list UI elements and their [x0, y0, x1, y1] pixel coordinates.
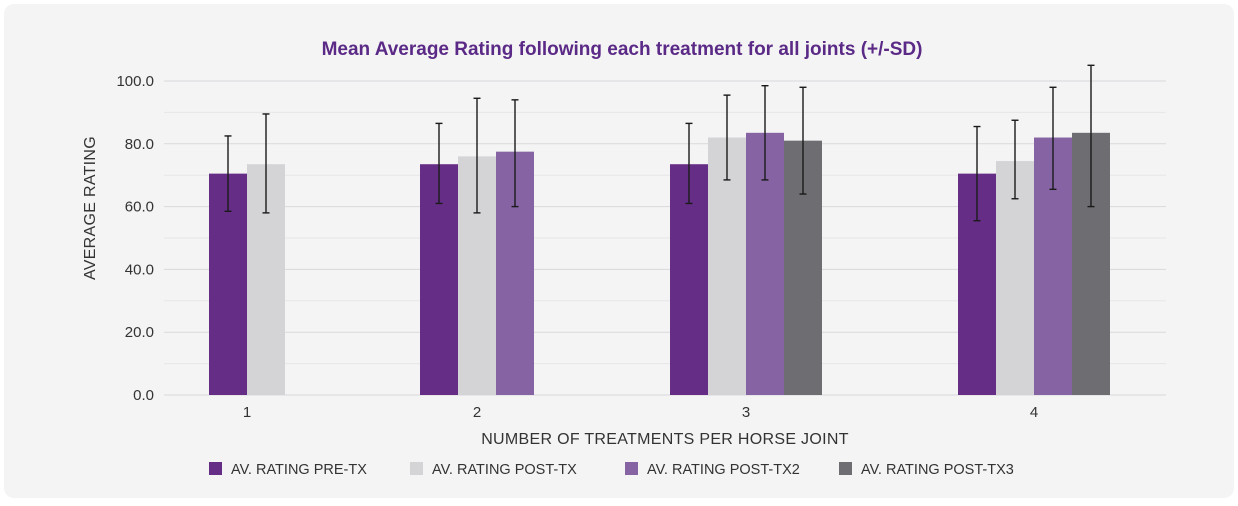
- x-tick-label: 1: [243, 404, 251, 421]
- legend-label: AV. RATING POST-TX: [432, 462, 577, 478]
- legend-swatch: [839, 462, 852, 475]
- legend-label: AV. RATING POST-TX3: [861, 462, 1014, 478]
- error-bar: [685, 122, 693, 205]
- y-tick-label: 0.0: [133, 387, 154, 404]
- x-tick-label: 4: [1030, 404, 1038, 421]
- error-bars: [224, 64, 1095, 222]
- legend-item: AV. RATING POST-TX2: [625, 462, 800, 478]
- legend-swatch: [410, 462, 423, 475]
- legend-item: AV. RATING PRE-TX: [209, 462, 367, 478]
- chart-panel: Mean Average Rating following each treat…: [4, 4, 1234, 498]
- chart-title: Mean Average Rating following each treat…: [322, 39, 923, 60]
- error-bar: [1087, 64, 1095, 208]
- error-bar: [1011, 119, 1019, 200]
- y-tick-label: 20.0: [125, 324, 154, 341]
- error-bar: [723, 94, 731, 181]
- legend-label: AV. RATING PRE-TX: [231, 462, 367, 478]
- y-tick-label: 40.0: [125, 261, 154, 278]
- x-tick-label: 3: [742, 404, 750, 421]
- legend-label: AV. RATING POST-TX2: [647, 462, 800, 478]
- bars: [209, 132, 1110, 395]
- legend-item: AV. RATING POST-TX3: [839, 462, 1014, 478]
- chart-canvas: Mean Average Rating following each treat…: [82, 39, 1166, 478]
- legend-swatch: [209, 462, 222, 475]
- legend-swatch: [625, 462, 638, 475]
- y-tick-label: 60.0: [125, 199, 154, 216]
- y-axis-label: AVERAGE RATING: [82, 136, 99, 280]
- error-bar: [761, 85, 769, 181]
- x-axis-ticks: 1 2 3 4: [243, 404, 1038, 421]
- error-bar: [224, 135, 232, 213]
- legend-item: AV. RATING POST-TX: [410, 462, 577, 478]
- y-tick-label: 100.0: [116, 73, 154, 90]
- x-axis-label: NUMBER OF TREATMENTS PER HORSE JOINT: [481, 431, 849, 448]
- x-tick-label: 2: [473, 404, 481, 421]
- y-tick-label: 80.0: [125, 136, 154, 153]
- y-axis-ticks: 0.0 20.0 40.0 60.0 80.0 100.0: [116, 73, 154, 404]
- bar: [996, 161, 1034, 395]
- gridlines: [164, 80, 1166, 396]
- error-bar: [1049, 86, 1057, 191]
- error-bar: [262, 113, 270, 214]
- error-bar: [473, 97, 481, 214]
- error-bar: [511, 99, 519, 208]
- error-bar: [435, 122, 443, 205]
- error-bar: [973, 125, 981, 222]
- error-bar: [799, 86, 807, 195]
- legend: AV. RATING PRE-TX AV. RATING POST-TX AV. R…: [209, 462, 1014, 478]
